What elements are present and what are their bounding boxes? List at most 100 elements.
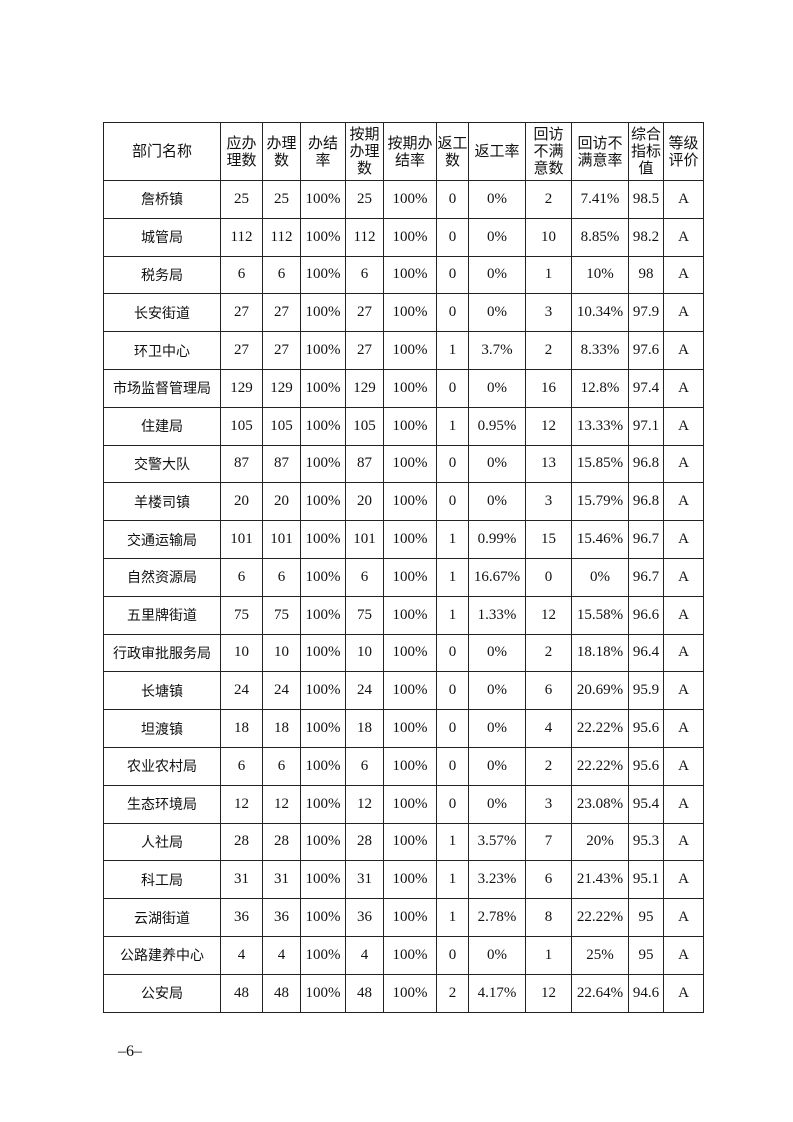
department-name-cell: 生态环境局 bbox=[103, 784, 221, 824]
table-cell: A bbox=[663, 444, 704, 484]
table-cell: 6 bbox=[525, 860, 572, 900]
table-cell: 0 bbox=[436, 444, 469, 484]
table-cell: 96.4 bbox=[628, 633, 664, 673]
table-cell: A bbox=[663, 860, 704, 900]
column-header-label: 回访不满意率 bbox=[577, 133, 623, 169]
table-cell: 100% bbox=[300, 671, 346, 711]
table-cell: 31 bbox=[262, 860, 301, 900]
table-cell: 6 bbox=[345, 255, 384, 295]
column-header-grade: 等级评价 bbox=[663, 122, 704, 181]
table-cell: 100% bbox=[300, 293, 346, 333]
table-cell: 100% bbox=[300, 822, 346, 862]
table-cell: 48 bbox=[345, 973, 384, 1013]
table-cell: 15.58% bbox=[571, 595, 629, 635]
table-cell: 95 bbox=[628, 935, 664, 975]
table-cell: 4.17% bbox=[468, 973, 526, 1013]
table-cell: 1 bbox=[436, 595, 469, 635]
table-body: 詹桥镇 25 25 100% 25 100% 0 0% 2 7.41% 98.5 A 城管局 112 112… bbox=[103, 180, 704, 1013]
table-cell: 25 bbox=[345, 180, 384, 219]
table-cell: 0 bbox=[436, 368, 469, 408]
table-cell: 100% bbox=[383, 293, 437, 333]
table-cell: 18 bbox=[220, 709, 263, 748]
table-cell: 100% bbox=[383, 217, 437, 257]
column-header-handled: 办理数 bbox=[262, 122, 301, 181]
table-cell: A bbox=[663, 406, 704, 446]
table-cell: 100% bbox=[383, 406, 437, 446]
department-name-cell: 公路建养中心 bbox=[103, 935, 221, 975]
table-cell: 100% bbox=[300, 406, 346, 446]
table-cell: 0% bbox=[468, 482, 526, 522]
table-cell: A bbox=[663, 973, 704, 1013]
table-cell: 21.43% bbox=[571, 860, 629, 900]
table-cell: 23.08% bbox=[571, 784, 629, 824]
table-cell: 2 bbox=[436, 973, 469, 1013]
table-cell: 27 bbox=[345, 331, 384, 370]
table-cell: 2.78% bbox=[468, 898, 526, 937]
table-cell: 7.41% bbox=[571, 180, 629, 219]
table-cell: 0% bbox=[571, 557, 629, 597]
table-cell: 75 bbox=[262, 595, 301, 635]
table-cell: 24 bbox=[220, 671, 263, 711]
column-header-label: 返工数 bbox=[437, 133, 468, 169]
table-cell: 0% bbox=[468, 784, 526, 824]
table-cell: 16.67% bbox=[468, 557, 526, 597]
table-cell: 20 bbox=[262, 482, 301, 522]
table-cell: 18 bbox=[345, 709, 384, 748]
department-name-cell: 五里牌街道 bbox=[103, 595, 221, 635]
column-header-ontime-rate: 按期办结率 bbox=[383, 122, 437, 181]
table-cell: 12 bbox=[525, 595, 572, 635]
table-cell: 6 bbox=[220, 255, 263, 295]
table-cell: 4 bbox=[345, 935, 384, 975]
table-cell: 100% bbox=[300, 444, 346, 484]
table-row: 交通运输局 101 101 100% 101 100% 1 0.99% 15 15.46% 96.7… bbox=[103, 520, 704, 559]
table-cell: 97.1 bbox=[628, 406, 664, 446]
table-cell: 28 bbox=[345, 822, 384, 862]
column-header-due: 应办理数 bbox=[220, 122, 263, 181]
table-cell: 100% bbox=[383, 520, 437, 559]
table-cell: 87 bbox=[262, 444, 301, 484]
table-cell: A bbox=[663, 520, 704, 559]
table-cell: 16 bbox=[525, 368, 572, 408]
table-cell: 0 bbox=[436, 709, 469, 748]
table-cell: 12 bbox=[262, 784, 301, 824]
table-cell: 96.7 bbox=[628, 520, 664, 559]
table-cell: 100% bbox=[300, 633, 346, 673]
department-name-cell: 环卫中心 bbox=[103, 331, 221, 370]
table-cell: 100% bbox=[300, 746, 346, 786]
column-header-score: 综合指标值 bbox=[628, 122, 664, 181]
table-cell: 100% bbox=[383, 482, 437, 522]
table-cell: 28 bbox=[220, 822, 263, 862]
department-name-cell: 住建局 bbox=[103, 406, 221, 446]
department-name-cell: 人社局 bbox=[103, 822, 221, 862]
table-cell: 3.23% bbox=[468, 860, 526, 900]
table-cell: 100% bbox=[300, 180, 346, 219]
table-cell: 100% bbox=[383, 898, 437, 937]
table-row: 坦渡镇 18 18 100% 18 100% 0 0% 4 22.22% 95.6 A bbox=[103, 709, 704, 748]
table-row: 农业农村局 6 6 100% 6 100% 0 0% 2 22.22% 95.6 A bbox=[103, 746, 704, 786]
table-cell: 1 bbox=[525, 935, 572, 975]
table-cell: 105 bbox=[220, 406, 263, 446]
table-cell: 0% bbox=[468, 217, 526, 257]
table-cell: 96.7 bbox=[628, 557, 664, 597]
table-cell: 0 bbox=[525, 557, 572, 597]
table-row: 交警大队 87 87 100% 87 100% 0 0% 13 15.85% 96.8 A bbox=[103, 444, 704, 484]
table-cell: 100% bbox=[300, 331, 346, 370]
table-cell: 27 bbox=[262, 293, 301, 333]
table-row: 自然资源局 6 6 100% 6 100% 1 16.67% 0 0% 96.7 A bbox=[103, 557, 704, 597]
table-cell: 1 bbox=[436, 406, 469, 446]
table-cell: 10 bbox=[345, 633, 384, 673]
table-cell: 100% bbox=[300, 557, 346, 597]
table-cell: 100% bbox=[300, 520, 346, 559]
table-cell: A bbox=[663, 595, 704, 635]
table-cell: 20% bbox=[571, 822, 629, 862]
table-cell: 105 bbox=[345, 406, 384, 446]
table-cell: 0% bbox=[468, 255, 526, 295]
table-cell: 101 bbox=[345, 520, 384, 559]
table-row: 詹桥镇 25 25 100% 25 100% 0 0% 2 7.41% 98.5 A bbox=[103, 180, 704, 219]
table-cell: 100% bbox=[300, 935, 346, 975]
table-cell: 100% bbox=[383, 860, 437, 900]
table-cell: A bbox=[663, 633, 704, 673]
table-cell: 12 bbox=[525, 973, 572, 1013]
column-header-completion-rate: 办结率 bbox=[300, 122, 346, 181]
table-cell: 100% bbox=[383, 633, 437, 673]
